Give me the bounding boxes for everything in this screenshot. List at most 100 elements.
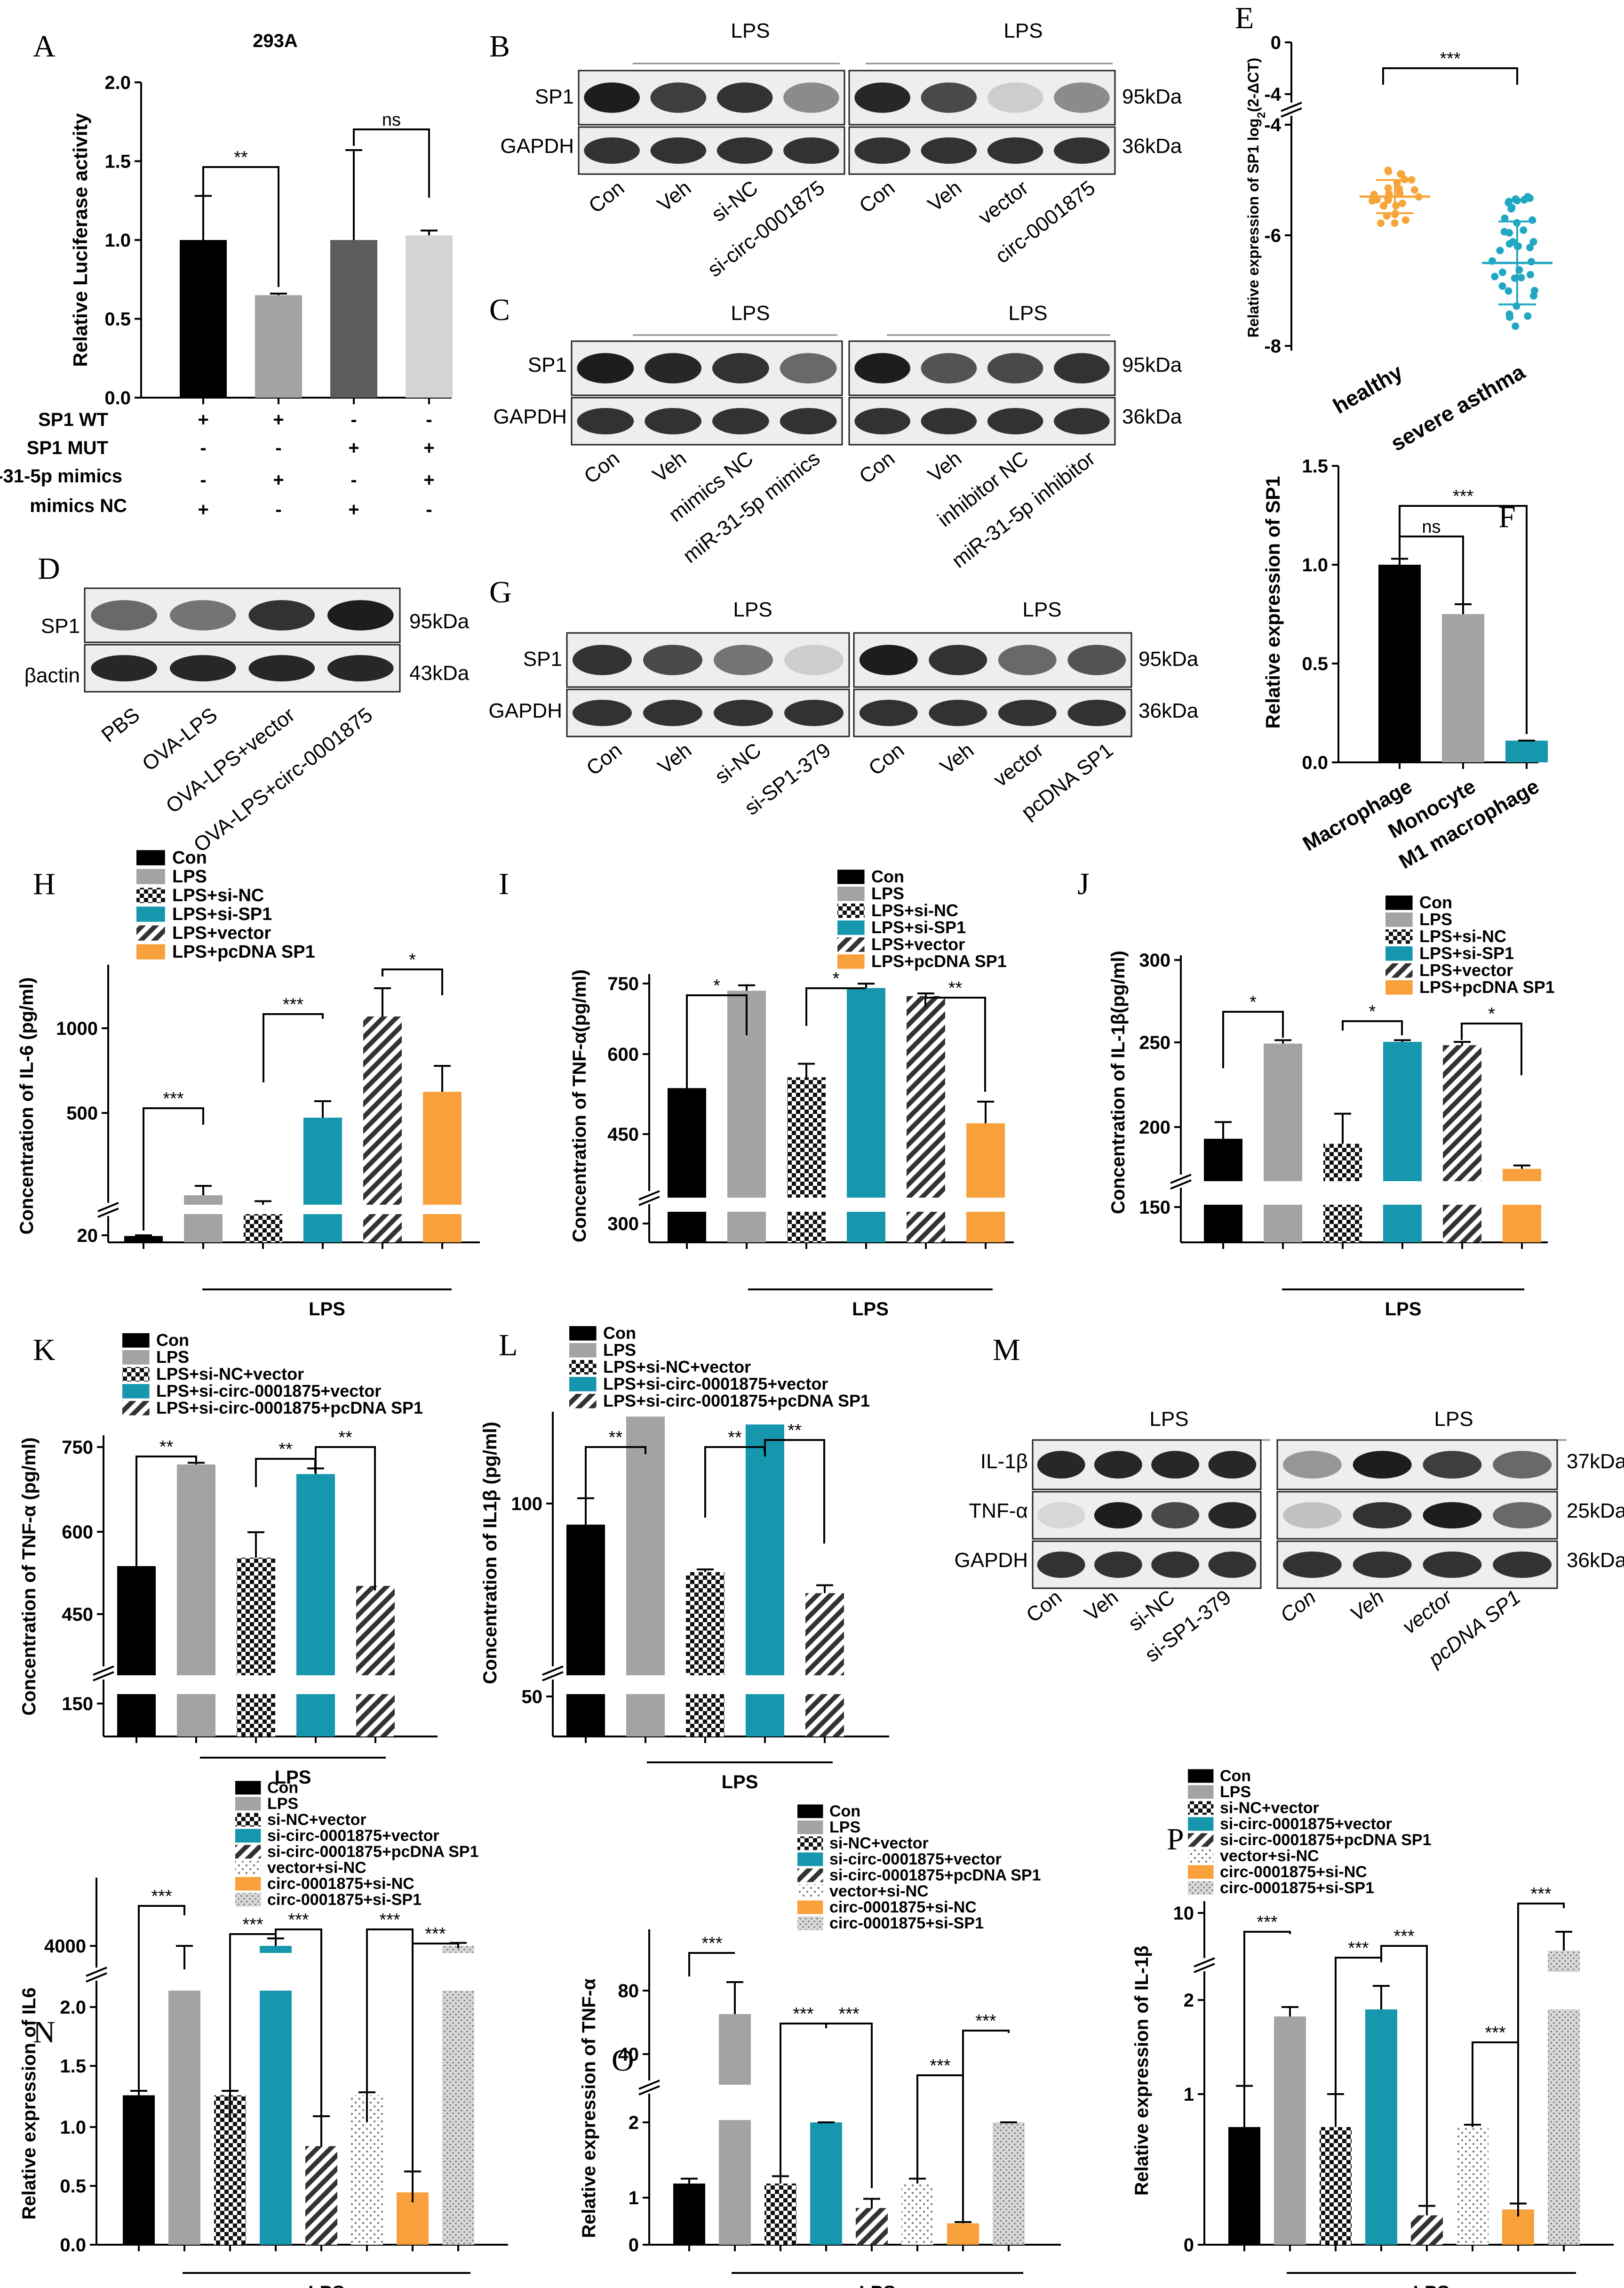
panel-h-bar-3 — [303, 1118, 342, 1242]
panel-j-bar-1 — [1264, 1043, 1302, 1242]
panel-k-group-label: LPS — [275, 1767, 311, 1788]
panel-j-bar-5 — [1503, 1168, 1541, 1242]
panel-o-bar-4 — [856, 2208, 888, 2245]
panel-g-blot-sp1-r-band-3 — [1067, 645, 1126, 675]
panel-c-l-lane-0: Con — [580, 447, 624, 488]
panel-g-l-lane-1: Veh — [653, 738, 696, 778]
panel-e-point-0-8 — [1392, 202, 1400, 210]
panel-e-sig — [1382, 67, 1518, 85]
panel-j-bar-gap-2 — [1322, 1181, 1363, 1205]
panel-b-kda-0: 95kDa — [1122, 85, 1182, 108]
panel-j-legend-swatch-5 — [1385, 980, 1413, 995]
panel-b-lps-0: LPS — [731, 19, 770, 42]
panel-o-legend-swatch-0 — [797, 1804, 823, 1818]
panel-b-band-1: GAPDH — [501, 135, 574, 158]
panel-n-legend-label-2: si-NC+vector — [267, 1811, 366, 1829]
panel-i-bar-2 — [787, 1077, 826, 1242]
panel-n-legend-swatch-1 — [235, 1797, 261, 1811]
panel-i-legend-swatch-1 — [837, 887, 865, 901]
panel-i-legend-label-4: LPS+vector — [871, 935, 965, 954]
panel-i-bar-5 — [966, 1123, 1005, 1242]
panel-a-rowval-1-2: + — [348, 438, 359, 458]
panel-e-point-1-36 — [1529, 292, 1537, 300]
panel-l-group-label: LPS — [722, 1772, 758, 1792]
panel-o-legend-label-4: si-circ-0001875+pcDNA SP1 — [829, 1866, 1041, 1884]
panel-o-legend-swatch-2 — [797, 1836, 823, 1850]
panel-g-blot-sp1-l-band-3 — [784, 645, 844, 675]
panel-n-sig-2 — [275, 1928, 322, 2146]
panel-c-blot-gapdh-l-band-1 — [645, 408, 701, 434]
panel-f-y0-ticklabel: 0.0 — [1302, 752, 1328, 773]
panel-j-legend-swatch-4 — [1385, 963, 1413, 978]
panel-a-y3-ticklabel: 1.5 — [104, 152, 131, 172]
panel-c-blot-gapdh-l-band-3 — [780, 408, 837, 434]
panel-o-legend-swatch-6 — [797, 1900, 823, 1914]
panel-e-point-0-18 — [1395, 185, 1403, 193]
panel-j-bar-gap-0 — [1203, 1181, 1243, 1205]
panel-d-band-1: βactin — [24, 664, 80, 687]
panel-p-legend-label-7: circ-0001875+si-SP1 — [1220, 1879, 1374, 1897]
panel-l-legend-label-4: LPS+si-circ-0001875+pcDNA SP1 — [603, 1391, 870, 1410]
panel-a-rowval-3-2: + — [348, 499, 359, 520]
panel-n-y5-ticklabel: 4000 — [44, 1936, 86, 1957]
panel-d-kda-1: 43kDa — [409, 662, 470, 685]
panel-n-y0-ticklabel: 0.0 — [60, 2235, 86, 2256]
panel-m-blot-gapdh-r-band-1 — [1353, 1552, 1412, 1578]
panel-g-blot-sp1-l-band-0 — [573, 645, 632, 675]
panel-o-legend-swatch-4 — [797, 1868, 823, 1882]
panel-i-bar-gap-2 — [786, 1198, 827, 1212]
panel-h-legend-swatch-1 — [136, 869, 165, 884]
panel-i-legend-label-0: Con — [871, 867, 904, 886]
panel-m-lps-0: LPS — [1149, 1408, 1188, 1431]
panel-n-legend-swatch-5 — [235, 1861, 261, 1875]
panel-n-bar-gap-3 — [259, 1953, 293, 1991]
panel-e-break-s2 — [1281, 107, 1302, 118]
panel-e-point-0-16 — [1397, 170, 1405, 178]
panel-o-legend-label-3: si-circ-0001875+vector — [829, 1850, 1002, 1868]
panel-o-break-0-s1 — [638, 2080, 660, 2090]
panel-m-r-lane-1: Veh — [1346, 1585, 1389, 1626]
panel-j-sig-2-label: * — [1488, 1004, 1495, 1024]
panel-p-legend-swatch-2 — [1188, 1801, 1214, 1815]
panel-i-legend-label-2: LPS+si-NC — [871, 901, 958, 920]
panel-o-sig-2 — [825, 2023, 873, 2188]
panel-k-bar-3 — [296, 1474, 335, 1736]
panel-o-bar-gap-7 — [992, 2085, 1026, 2120]
panel-e-point-1-0 — [1527, 258, 1535, 266]
panel-h-legend-label-0: Con — [172, 848, 207, 868]
panel-h-y2-ticklabel: 1000 — [56, 1018, 98, 1039]
panel-o-y4-ticklabel: 80 — [618, 1981, 639, 2001]
panel-o-bar-2 — [764, 2184, 796, 2245]
panel-k-y3-ticklabel: 750 — [62, 1437, 93, 1458]
panel-k-ylabel: Concentration of TNF-α (pg/ml) — [19, 1437, 40, 1715]
panel-e-y4-ticklabel: -8 — [1264, 336, 1281, 357]
panel-o-legend-label-0: Con — [829, 1802, 860, 1820]
panel-i-legend-swatch-4 — [837, 937, 865, 952]
panel-i-legend-swatch-0 — [837, 870, 865, 884]
panel-a-rowval-2-0: - — [200, 470, 206, 490]
panel-a-rowval-1-0: - — [200, 438, 206, 458]
panel-p-bar-4 — [1411, 2215, 1443, 2245]
panel-letter-h: H — [33, 867, 56, 901]
panel-l-legend-label-0: Con — [603, 1323, 636, 1343]
panel-k-legend-swatch-2 — [122, 1367, 150, 1382]
panel-a-rowval-3-3: - — [426, 499, 432, 520]
panel-b-l-lane-1: Veh — [653, 176, 695, 216]
panel-h-bar-gap-5 — [422, 1205, 462, 1214]
panel-c-blot-gapdh-r-band-2 — [987, 408, 1043, 434]
panel-h-sig-1 — [263, 1013, 324, 1082]
panel-a-rowval-2-2: - — [350, 470, 357, 490]
panel-n-legend-label-0: Con — [267, 1779, 298, 1797]
panel-g-blot-sp1-r-band-0 — [859, 645, 918, 675]
panel-a-sig-0 — [202, 166, 279, 287]
panel-c-blot-gapdh-r-band-0 — [854, 408, 910, 434]
panel-h-legend-label-5: LPS+pcDNA SP1 — [172, 942, 315, 962]
panel-o-bar-1 — [719, 2014, 751, 2245]
panel-c-blot-sp1-r-band-1 — [921, 353, 977, 384]
panel-b-blot-gapdh-l-band-3 — [783, 137, 839, 164]
panel-h-legend-label-2: LPS+si-NC — [172, 886, 264, 905]
panel-o-y2-ticklabel: 2 — [629, 2112, 639, 2133]
panel-a-y2-ticklabel: 1.0 — [104, 230, 131, 251]
panel-m-r-lane-0: Con — [1276, 1585, 1320, 1627]
panel-b-blot-sp1-r-band-1 — [921, 82, 977, 113]
